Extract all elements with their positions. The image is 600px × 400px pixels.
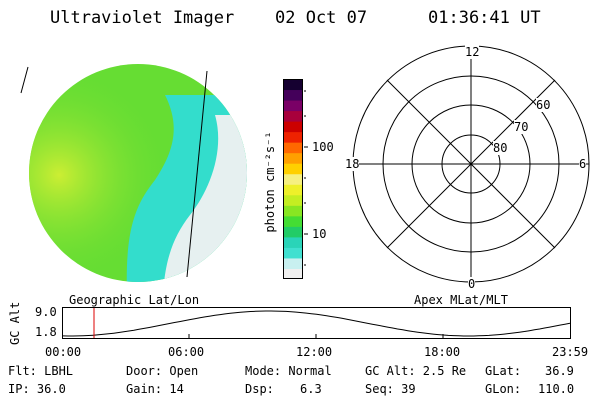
glat-label: GLat: (485, 364, 522, 378)
colorbar (283, 79, 303, 279)
terminator-line (186, 70, 208, 278)
colorbar-cell (283, 131, 303, 143)
colorbar-cell (283, 100, 303, 112)
colorbar-cell (283, 257, 303, 269)
altitude-strip-plot (62, 307, 571, 339)
mlat-label-70: 70 (514, 120, 529, 134)
glat-value: 36.9 (545, 364, 574, 378)
time-label: 01:36:41 UT (428, 8, 541, 28)
colorbar-cell (283, 194, 303, 206)
colorbar-cell (283, 184, 303, 196)
mlat-label-80: 80 (493, 141, 508, 155)
glon-label: GLon: (485, 382, 522, 396)
apex-caption: Apex MLat/MLT (414, 293, 508, 307)
mlt-label-6: 6 (579, 157, 587, 171)
colorbar-axis (304, 90, 308, 266)
ip-value: IP: 36.0 (8, 382, 66, 396)
colorbar-cell (283, 268, 303, 279)
colorbar-cell (283, 142, 303, 154)
mlt-label-12: 12 (465, 45, 480, 59)
colorbar-cell (283, 152, 303, 164)
colorbar-cell (283, 89, 303, 101)
mlat-label-60: 60 (536, 98, 551, 112)
colorbar-tick-100: 100 (312, 140, 334, 154)
mlt-label-0: 0 (468, 277, 476, 291)
altitude-ytick-top: 9.0 (35, 305, 57, 319)
limb-tick (20, 66, 29, 94)
xtick-2359: 23:59 (552, 345, 589, 359)
meridian-diag-2 (386, 79, 556, 249)
door-value: Door: Open (126, 364, 199, 378)
instrument-title: Ultraviolet Imager (50, 8, 235, 28)
colorbar-cell (283, 236, 303, 248)
altitude-curve (62, 310, 571, 337)
dsp-label: Dsp: (245, 382, 274, 396)
seq-value: Seq: 39 (365, 382, 416, 396)
colorbar-unit-label: photon cm⁻²s⁻¹ (263, 131, 277, 233)
filter-value: Flt: LBHL (8, 364, 74, 378)
xtick-1200: 12:00 (296, 345, 333, 359)
colorbar-cell (283, 205, 303, 217)
altitude-ytick-bottom: 1.8 (35, 325, 57, 339)
gain-value: Gain: 14 (126, 382, 184, 396)
mode-value: Mode: Normal (245, 364, 332, 378)
geographic-image-panel (20, 64, 247, 282)
xtick-0000: 00:00 (45, 345, 82, 359)
xtick-1800: 18:00 (424, 345, 461, 359)
colorbar-cell (283, 121, 303, 133)
geographic-caption: Geographic Lat/Lon (69, 293, 200, 307)
mlat-mlt-polar-grid (352, 45, 590, 283)
colorbar-cell (283, 173, 303, 185)
colorbar-cell (283, 79, 303, 91)
mlt-label-18: 18 (345, 157, 360, 171)
gc-alt-value: GC Alt: 2.5 Re (365, 364, 467, 378)
glon-value: 110.0 (538, 382, 575, 396)
altitude-plot-frame (62, 307, 571, 339)
date-label: 02 Oct 07 (275, 8, 368, 28)
colorbar-tick-10: 10 (312, 227, 327, 241)
colorbar-cell (283, 110, 303, 122)
colorbar-cell (283, 163, 303, 175)
colorbar-cell (283, 247, 303, 259)
dsp-value: 6.3 (300, 382, 322, 396)
altitude-ylabel: GC Alt (8, 301, 22, 345)
colorbar-cell (283, 215, 303, 227)
colorbar-cell (283, 226, 303, 238)
xtick-0600: 06:00 (168, 345, 205, 359)
